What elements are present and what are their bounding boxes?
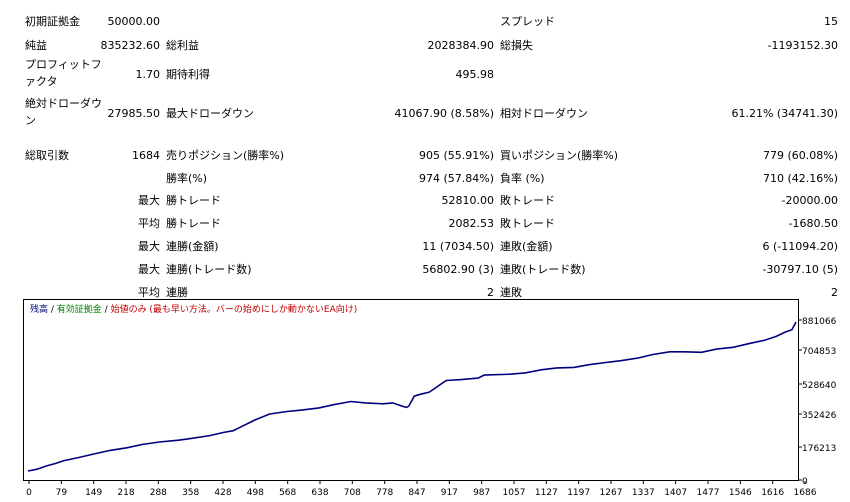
x-tick-label: 1477 [697, 488, 720, 498]
max-consecutive-losses-label: 連敗(金額) [500, 240, 553, 253]
max-consecutive-profit-label: 連勝(トレード数) [166, 263, 252, 276]
gross-profit-label: 総利益 [166, 39, 199, 52]
x-tick-label: 708 [344, 488, 361, 498]
x-tick-label: 1337 [632, 488, 655, 498]
x-tick-label: 1546 [729, 488, 752, 498]
largest-profit-trade-prefix: 最大 [138, 194, 160, 207]
x-tick-label: 79 [56, 488, 68, 498]
max-consecutive-wins-prefix: 最大 [138, 240, 160, 253]
total-trades-value: 1684 [132, 149, 160, 162]
net-profit-label: 純益 [25, 39, 47, 52]
x-tick-label: 778 [376, 488, 393, 498]
chart-legend: 残高 / 有効証拠金 / 始値のみ (最も早い方法。バーの始めにしか動かないEA… [30, 305, 357, 316]
legend-item: / [101, 305, 111, 315]
spread-value: 15 [824, 15, 838, 28]
average-consecutive-losses-label: 連敗 [500, 286, 522, 299]
average-consecutive-wins-label: 連勝 [166, 286, 188, 299]
y-tick-label: 352426 [802, 411, 837, 421]
max-consecutive-wins-value: 11 (7034.50) [422, 240, 494, 253]
relative-drawdown-value: 61.21% (34741.30) [731, 107, 838, 120]
x-tick-label: 1057 [503, 488, 526, 498]
profit-trades-label: 勝率(%) [166, 172, 208, 185]
gross-loss-value: -1193152.30 [767, 39, 838, 52]
absolute-drawdown-value: 27985.50 [107, 107, 161, 120]
profit-trades-value: 974 (57.84%) [418, 172, 494, 185]
absolute-drawdown-label-line: 絶対ドローダウ [25, 97, 102, 110]
x-tick-label: 1197 [567, 488, 590, 498]
max-consecutive-profit-value: 56802.90 (3) [422, 263, 494, 276]
initial-deposit-value: 50000.00 [107, 15, 161, 28]
legend-item: 有効証拠金 [56, 305, 102, 315]
y-tick-label: 704853 [802, 347, 836, 357]
x-tick-label: 498 [247, 488, 264, 498]
maximal-drawdown-value: 41067.90 (8.58%) [394, 107, 494, 120]
x-tick-label: 288 [150, 488, 167, 498]
expected-payoff-value: 495.98 [455, 68, 495, 81]
short-positions-value: 905 (55.91%) [418, 149, 494, 162]
max-consecutive-profit-prefix: 最大 [138, 263, 160, 276]
net-profit-value: 835232.60 [100, 39, 161, 52]
x-tick-label: 847 [408, 488, 425, 498]
average-profit-trade-label: 勝トレード [166, 217, 221, 230]
loss-trades-label: 負率 (%) [500, 172, 545, 185]
max-consecutive-loss-value: -30797.10 (5) [762, 263, 838, 276]
x-tick-label: 1267 [600, 488, 623, 498]
gross-loss-label: 総損失 [500, 39, 533, 52]
balance-line [27, 321, 797, 472]
initial-deposit-label: 初期証拠金 [25, 15, 80, 28]
x-tick-label: 917 [441, 488, 458, 498]
spread-label: スプレッド [500, 15, 555, 28]
x-tick-label: 0 [26, 488, 32, 498]
x-tick-label: 149 [85, 488, 102, 498]
x-tick-label: 358 [182, 488, 199, 498]
legend-item: 残高 [30, 305, 49, 315]
average-profit-trade-value: 2082.53 [448, 217, 495, 230]
long-positions-label: 買いポジション(勝率%) [500, 149, 619, 162]
loss-trades-value: 710 (42.16%) [762, 172, 838, 185]
legend-item: / [48, 305, 57, 315]
legend-item: 始値のみ (最も早い方法。バーの始めにしか動かないEA向け) [110, 305, 358, 315]
absolute-drawdown-label-line: ン [25, 114, 36, 127]
x-tick-label: 638 [311, 488, 328, 498]
y-tick-label: 881066 [802, 317, 837, 327]
short-positions-label: 売りポジション(勝率%) [166, 149, 285, 162]
average-consecutive-wins-prefix: 平均 [138, 286, 160, 299]
maximal-drawdown-label: 最大ドローダウン [166, 107, 254, 120]
x-tick-label: 218 [117, 488, 134, 498]
largest-loss-trade-value: -20000.00 [781, 194, 838, 207]
x-tick-label: 1127 [535, 488, 558, 498]
y-tick-label: 176213 [802, 444, 836, 454]
x-tick-label: 1616 [761, 488, 784, 498]
relative-drawdown-label: 相対ドローダウン [500, 107, 588, 120]
x-tick-label: 568 [279, 488, 296, 498]
max-consecutive-losses-value: 6 (-11094.20) [762, 240, 838, 253]
profit-factor-value: 1.70 [135, 68, 161, 81]
max-consecutive-wins-label: 連勝(金額) [166, 240, 219, 253]
x-tick-label: 987 [473, 488, 490, 498]
largest-profit-trade-value: 52810.00 [441, 194, 495, 207]
average-consecutive-wins-value: 2 [487, 286, 494, 299]
average-loss-trade-value: -1680.50 [788, 217, 838, 230]
profit-factor-label-line: ァクタ [25, 75, 58, 88]
profit-factor-label-line: プロフィットフ [25, 58, 102, 71]
x-tick-label: 1407 [664, 488, 687, 498]
total-trades-label: 総取引数 [25, 149, 69, 162]
balance-chart [23, 299, 799, 481]
long-positions-value: 779 (60.08%) [762, 149, 838, 162]
largest-loss-trade-label: 敗トレード [500, 194, 555, 207]
y-tick-label: 528640 [802, 381, 837, 391]
average-consecutive-losses-value: 2 [831, 286, 838, 299]
largest-profit-trade-label: 勝トレード [166, 194, 221, 207]
average-loss-trade-label: 敗トレード [500, 217, 555, 230]
chart-svg [27, 321, 797, 472]
x-tick-label: 428 [214, 488, 231, 498]
x-tick-label: 1686 [794, 488, 817, 498]
max-consecutive-loss-label: 連敗(トレード数) [500, 263, 586, 276]
average-profit-trade-prefix: 平均 [138, 217, 160, 230]
y-tick-label: 0 [802, 477, 808, 487]
expected-payoff-label: 期待利得 [166, 68, 210, 81]
gross-profit-value: 2028384.90 [427, 39, 494, 52]
